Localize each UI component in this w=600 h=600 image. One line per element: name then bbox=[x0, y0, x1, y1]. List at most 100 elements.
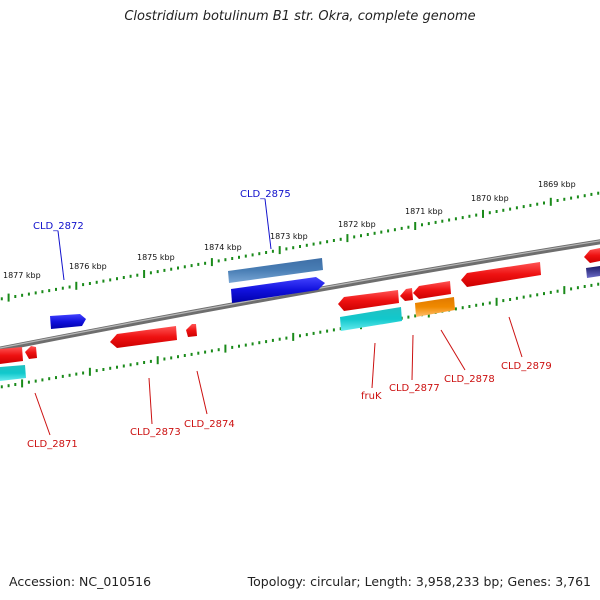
outer-scale-minor-tick bbox=[0, 297, 3, 301]
outer-scale-minor-tick bbox=[55, 287, 57, 291]
outer-scale-minor-tick bbox=[536, 202, 539, 206]
inner-scale-minor-tick bbox=[95, 369, 98, 373]
outer-scale-minor-tick bbox=[183, 265, 186, 269]
outer-scale-minor-tick bbox=[109, 278, 112, 282]
outer-scale-minor-tick bbox=[454, 217, 457, 221]
inner-scale-minor-tick bbox=[556, 289, 559, 293]
outer-scale-minor-tick bbox=[543, 201, 545, 205]
label-cld-2872[interactable]: CLD_2872 bbox=[33, 221, 84, 232]
inner-scale-minor-tick bbox=[339, 327, 342, 331]
outer-scale-minor-tick bbox=[238, 255, 240, 259]
outer-scale-minor-tick bbox=[380, 230, 383, 234]
inner-scale-major-tick bbox=[563, 286, 566, 295]
outer-scale-minor-tick bbox=[590, 192, 593, 196]
outer-scale-minor-tick bbox=[190, 264, 193, 268]
scale-label-1873: 1873 kbp bbox=[270, 232, 308, 241]
label-cld-2879[interactable]: CLD_2879 bbox=[501, 361, 552, 372]
gene-cld-2877[interactable] bbox=[413, 281, 451, 299]
inner-scale-minor-tick bbox=[502, 299, 505, 303]
label-fruk[interactable]: fruK bbox=[361, 391, 382, 402]
outer-scale-minor-tick bbox=[597, 191, 600, 195]
gene-cld-2873[interactable] bbox=[110, 326, 177, 348]
inner-scale-minor-tick bbox=[488, 301, 491, 305]
outer-scale-minor-tick bbox=[271, 249, 274, 253]
inner-scale-minor-tick bbox=[149, 359, 152, 363]
outer-scale-minor-tick bbox=[583, 194, 586, 198]
outer-scale-minor-tick bbox=[563, 197, 566, 201]
scale-label-1874: 1874 kbp bbox=[204, 243, 242, 252]
gene-cld-2872[interactable] bbox=[50, 314, 86, 329]
outer-scale-minor-tick bbox=[421, 223, 423, 227]
inner-scale-minor-tick bbox=[177, 355, 179, 359]
outer-scale-minor-tick bbox=[136, 273, 139, 277]
scale-label-1869: 1869 kbp bbox=[538, 180, 576, 189]
label-cld-2878[interactable]: CLD_2878 bbox=[444, 374, 495, 385]
outer-scale-minor-tick bbox=[244, 254, 247, 258]
inner-scale-minor-tick bbox=[55, 376, 57, 380]
outer-scale-minor-tick bbox=[231, 257, 234, 260]
label-cld-2877[interactable]: CLD_2877 bbox=[389, 383, 440, 394]
outer-scale-minor-tick bbox=[14, 295, 17, 298]
inner-scale-minor-tick bbox=[143, 361, 146, 364]
inner-scale-minor-tick bbox=[48, 377, 51, 381]
inner-scale-minor-tick bbox=[238, 344, 240, 348]
inner-scale-minor-tick bbox=[583, 285, 586, 288]
inner-scale-minor-tick bbox=[570, 287, 573, 291]
inner-scale-minor-tick bbox=[543, 292, 545, 296]
outer-scale-minor-tick bbox=[393, 228, 396, 232]
outer-scale-major-tick bbox=[143, 270, 146, 278]
outer-scale-minor-tick bbox=[21, 293, 24, 297]
outer-scale-minor-tick bbox=[556, 199, 559, 202]
inner-scale-minor-tick bbox=[0, 385, 3, 389]
inner-scale-minor-tick bbox=[102, 368, 105, 371]
label-cld-2875[interactable]: CLD_2875 bbox=[240, 189, 291, 200]
outer-scale-major-tick bbox=[414, 222, 417, 230]
inner-scale-minor-tick bbox=[305, 333, 308, 337]
gene-navy-right[interactable] bbox=[586, 266, 600, 278]
outer-scale-minor-tick bbox=[360, 234, 362, 238]
outer-scale-minor-tick bbox=[251, 253, 254, 257]
inner-scale-minor-tick bbox=[536, 293, 539, 297]
label-cld-2871[interactable]: CLD_2871 bbox=[27, 439, 78, 450]
outer-scale-minor-tick bbox=[570, 196, 573, 200]
label-cld-2873[interactable]: CLD_2873 bbox=[130, 427, 181, 438]
gene-cld-2871[interactable] bbox=[0, 346, 37, 381]
inner-scale-track bbox=[0, 282, 600, 389]
outer-scale-minor-tick bbox=[475, 213, 478, 217]
gene-frum[interactable] bbox=[338, 288, 413, 331]
gene-cld-2875[interactable] bbox=[228, 258, 325, 303]
gene-cld-2879[interactable] bbox=[461, 262, 541, 287]
outer-scale-minor-tick bbox=[82, 283, 85, 287]
inner-scale-minor-tick bbox=[258, 341, 261, 345]
gene-cld-2878[interactable] bbox=[415, 297, 455, 317]
outer-scale-minor-tick bbox=[502, 208, 505, 212]
outer-scale-minor-tick bbox=[68, 285, 71, 289]
inner-scale-minor-tick bbox=[482, 302, 484, 306]
outer-scale-minor-tick bbox=[27, 292, 30, 296]
outer-scale-minor-tick bbox=[34, 291, 37, 295]
scale-label-1870: 1870 kbp bbox=[471, 194, 509, 203]
outer-scale-minor-tick bbox=[61, 286, 64, 290]
inner-scale-minor-tick bbox=[576, 286, 579, 290]
inner-scale-minor-tick bbox=[116, 365, 118, 369]
outer-scale-minor-tick bbox=[522, 205, 525, 209]
inner-scale-minor-tick bbox=[461, 306, 464, 310]
gene-red-right[interactable] bbox=[584, 248, 600, 263]
outer-scale-minor-tick bbox=[332, 239, 335, 242]
accession-text: Accession: NC_010516 bbox=[9, 574, 152, 589]
inner-scale-minor-tick bbox=[414, 314, 417, 318]
inner-scale-minor-tick bbox=[183, 354, 186, 357]
inner-scale-minor-tick bbox=[522, 295, 525, 299]
outer-scale-minor-tick bbox=[407, 225, 410, 229]
outer-scale-minor-tick bbox=[122, 276, 125, 279]
inner-scale-minor-tick bbox=[509, 298, 512, 301]
gene-cld-2874[interactable] bbox=[186, 324, 197, 337]
inner-scale-minor-tick bbox=[251, 342, 254, 346]
inner-scale-minor-tick bbox=[285, 336, 288, 340]
outer-scale-minor-tick bbox=[366, 233, 369, 236]
inner-scale-minor-tick bbox=[61, 374, 64, 378]
outer-scale-track bbox=[0, 191, 600, 302]
label-cld-2874[interactable]: CLD_2874 bbox=[184, 419, 235, 430]
outer-scale-minor-tick bbox=[149, 271, 152, 275]
